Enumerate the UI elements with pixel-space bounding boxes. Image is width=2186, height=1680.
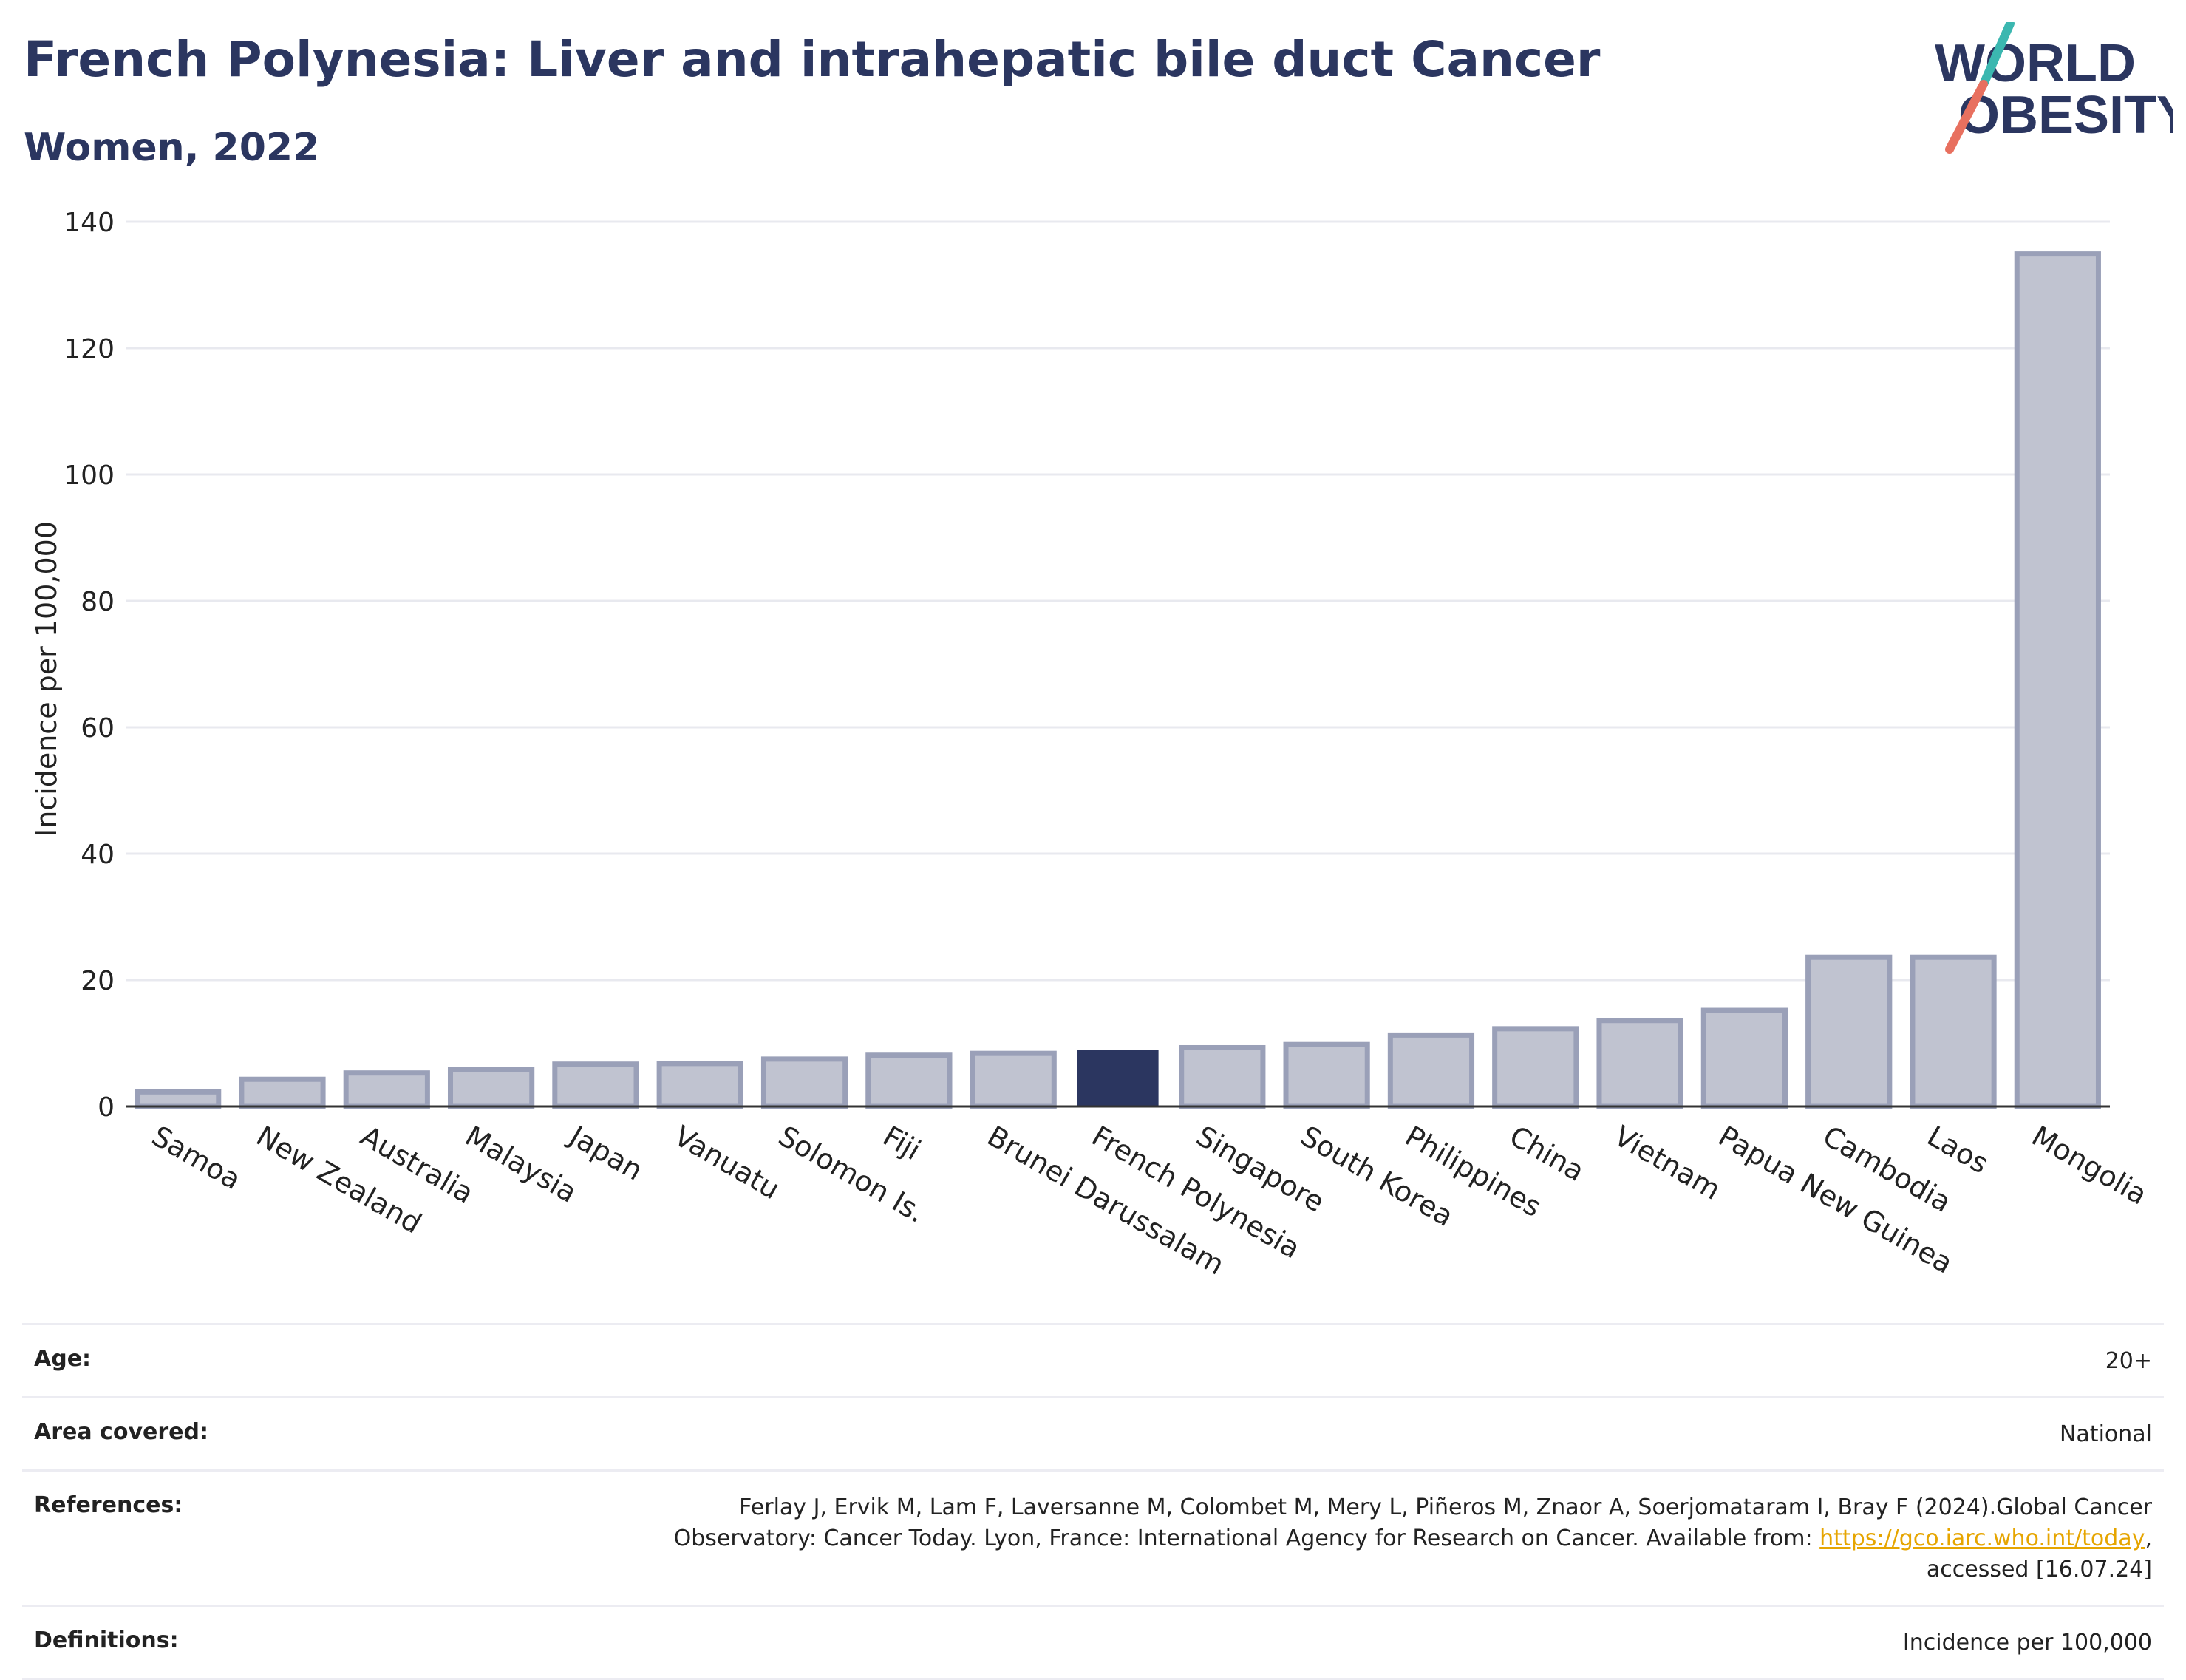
y-axis-label: Incidence per 100,000: [30, 521, 63, 837]
bar-malaysia: [447, 1067, 535, 1109]
y-tick-label: 20: [81, 966, 115, 996]
area-value: National: [2059, 1421, 2152, 1447]
x-tick-label: Laos: [1922, 1120, 1995, 1180]
bar-australia: [343, 1070, 430, 1109]
age-value: 20+: [2105, 1348, 2152, 1374]
definitions-label: Definitions:: [34, 1628, 179, 1653]
bar-vietnam: [1596, 1018, 1683, 1109]
references-line3: accessed [16.07.24]: [1926, 1557, 2152, 1582]
bar-solomon-is: [760, 1056, 848, 1109]
references-value: Ferlay J, Ervik M, Lam F, Laversanne M, …: [674, 1492, 2152, 1585]
bar-south-korea: [1283, 1041, 1370, 1109]
y-tick-label: 140: [64, 208, 115, 238]
bar-vanuatu: [656, 1061, 743, 1109]
chart-title: French Polynesia: Liver and intrahepatic…: [24, 31, 1601, 88]
bar-cambodia: [1805, 954, 1893, 1109]
logo-word-obesity: OBESITY: [1958, 86, 2173, 145]
logo-word-world: WORLD: [1935, 34, 2136, 93]
x-tick-label: Vanuatu: [669, 1120, 786, 1205]
x-tick-label: Samoa: [146, 1120, 246, 1197]
area-label: Area covered:: [34, 1419, 208, 1445]
meta-row-references: References: Ferlay J, Ervik M, Lam F, La…: [22, 1469, 2164, 1605]
y-axis-ticks: 0 20 40 60 80 100 120 140: [64, 208, 115, 1123]
meta-row-age: Age: 20+: [22, 1323, 2164, 1396]
bar-new-zealand: [239, 1076, 326, 1109]
bar-philippines: [1387, 1032, 1475, 1109]
bar-japan: [552, 1061, 639, 1109]
x-tick-label: Fiji: [877, 1120, 926, 1166]
references-line1: Ferlay J, Ervik M, Lam F, Laversanne M, …: [739, 1494, 2152, 1520]
references-line2-pre: Observatory: Cancer Today. Lyon, France:…: [673, 1526, 1820, 1551]
bar-chart: 0 20 40 60 80 100 120 140 Samoa New ZealandAustr…: [30, 208, 2153, 1282]
meta-row-definitions: Definitions: Incidence per 100,000: [22, 1605, 2164, 1680]
bar-singapore: [1179, 1044, 1266, 1109]
y-tick-label: 60: [81, 713, 115, 744]
bar-china: [1492, 1026, 1579, 1109]
bar-mongolia: [2014, 251, 2101, 1109]
references-label: References:: [34, 1492, 183, 1518]
bar-french-polynesia: [1077, 1050, 1159, 1106]
chart-subtitle: Women, 2022: [24, 126, 320, 170]
bar-samoa: [135, 1089, 222, 1109]
y-tick-label: 0: [98, 1092, 115, 1123]
x-tick-label: Vietnam: [1609, 1120, 1726, 1206]
references-line2-post: ,: [2145, 1526, 2152, 1551]
meta-row-area: Area covered: National: [22, 1396, 2164, 1469]
y-tick-label: 100: [64, 460, 115, 491]
bar-papua-new-guinea: [1700, 1007, 1788, 1109]
y-tick-label: 120: [64, 334, 115, 364]
world-obesity-logo: WORLD OBESITY: [1935, 22, 2173, 154]
bar-brunei-darussalam: [970, 1050, 1057, 1109]
y-tick-label: 40: [81, 840, 115, 870]
bar-fiji: [865, 1052, 953, 1109]
bars: [135, 251, 2101, 1109]
x-tick-label: Mongolia: [2026, 1120, 2153, 1211]
bar-laos: [1910, 954, 1997, 1109]
x-tick-label: Malaysia: [460, 1120, 582, 1209]
metadata-table: Age: 20+ Area covered: National Referenc…: [22, 1323, 2164, 1680]
references-link[interactable]: https://gco.iarc.who.int/today: [1819, 1526, 2145, 1551]
y-tick-label: 80: [81, 587, 115, 617]
age-label: Age:: [34, 1346, 92, 1372]
definitions-value: Incidence per 100,000: [1902, 1630, 2152, 1656]
